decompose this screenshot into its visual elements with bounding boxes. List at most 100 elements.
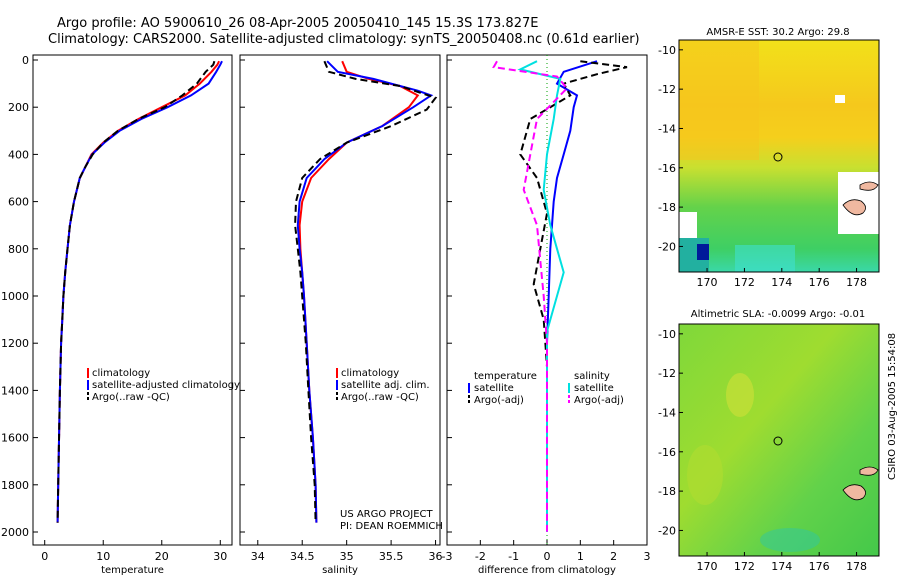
x-tick-label: -1: [508, 550, 519, 563]
map-y-tick-label: -14: [658, 122, 676, 135]
map-x-tick-label: 178: [846, 276, 867, 289]
y-tick-label: 0: [22, 54, 29, 67]
sla-high-patch: [726, 373, 754, 417]
y-tick-label: 1000: [1, 290, 29, 303]
sst-map-frame: [678, 39, 880, 273]
series-line-2: [56, 60, 216, 523]
series-line-1: [296, 60, 434, 523]
y-tick-label: 600: [8, 196, 29, 209]
sst-island-vanua-levu: [859, 181, 879, 191]
map-y-tick-label: -16: [658, 162, 676, 175]
sst-map-panel: AMSR-E SST: 30.2 Argo: 29.8 170 172 174 176…: [658, 27, 880, 289]
sla-high-patch-2: [687, 445, 723, 505]
map-x-tick-label: 170: [697, 276, 718, 289]
x-tick-label: 0: [41, 550, 48, 563]
legend-entry: satellite: [474, 383, 514, 394]
legend-entry: climatology: [341, 368, 399, 379]
map-x-tick-label: 174: [771, 560, 792, 573]
map-y-tick-label: -14: [658, 406, 676, 419]
y-tick-label: 1200: [1, 337, 29, 350]
map-x-tick-label: 172: [734, 560, 755, 573]
sla-map-title: Altimetric SLA: -0.0099 Argo: -0.01: [691, 309, 866, 320]
map-x-tick-label: 172: [734, 276, 755, 289]
difference-panel: -3 -2 -1 0 1 2 3 difference from climatology tem…: [442, 54, 651, 576]
map-y-tick-label: -18: [658, 485, 676, 498]
sst-mask-west: [679, 212, 697, 238]
sst-cool-patch: [735, 245, 795, 272]
map-y-tick-label: -10: [658, 328, 676, 341]
legend-entry: Argo(..raw -QC): [341, 392, 419, 403]
map-y-tick-label: -10: [658, 44, 676, 57]
legend-entry: salinity: [574, 371, 610, 382]
figure-title-line1: Argo profile: AO 5900610_26 08-Apr-2005 …: [57, 16, 538, 31]
salinity-panel: 34 34.5 35 35.5 36 salinity climatologysatelli…: [239, 54, 443, 576]
legend-entry: satellite-adjusted climatology: [92, 380, 240, 391]
series-line-1: [56, 60, 223, 523]
panel-frame-0: [32, 54, 233, 546]
map-y-tick-label: -12: [658, 83, 676, 96]
map-y-tick-label: -16: [658, 446, 676, 459]
legend-entry: Argo(-adj): [474, 395, 524, 406]
sst-warm-patch: [679, 40, 759, 160]
x-tick-label: 0: [544, 550, 551, 563]
sst-map-title: AMSR-E SST: 30.2 Argo: 29.8: [706, 27, 849, 38]
sst-map-axes: 170 172 174 176 178 -10 -12 -14 -16 -18 -20: [658, 44, 867, 289]
x-tick-label: 36: [429, 550, 443, 563]
series-line-1: [519, 60, 628, 532]
sla-island-viti-levu: [842, 484, 866, 501]
legend-entry: Argo(..raw -QC): [92, 392, 170, 403]
x-tick-label: 34.5: [290, 550, 315, 563]
sst-mask-small: [835, 95, 845, 103]
y-tick-label: 400: [8, 148, 29, 161]
panel-frame-1: [239, 54, 441, 546]
y-tick-label: 2000: [1, 526, 29, 539]
series-line-2: [517, 60, 565, 532]
map-x-tick-label: 170: [697, 560, 718, 573]
sst-island-viti-levu: [842, 199, 866, 216]
x-tick-label: 10: [96, 550, 110, 563]
panel-annotation: US ARGO PROJECT: [340, 509, 434, 520]
sla-map-frame: [678, 323, 880, 557]
map-y-tick-label: -20: [658, 524, 676, 537]
legend-entry: temperature: [474, 371, 537, 382]
x-axis-label: temperature: [101, 565, 164, 576]
x-tick-label: 34: [251, 550, 265, 563]
y-tick-label: 1400: [1, 384, 29, 397]
y-tick-label: 800: [8, 243, 29, 256]
sla-map-panel: Altimetric SLA: -0.0099 Argo: -0.01 170 1…: [658, 309, 880, 573]
sla-low-patch: [760, 528, 820, 552]
x-tick-label: 3: [644, 550, 651, 563]
map-x-tick-label: 174: [771, 276, 792, 289]
temperature-panel: 0 10 20 30 0 200 400 600 800 1000 1200 1400 1600 1800…: [1, 54, 240, 576]
map-x-tick-label: 176: [809, 560, 830, 573]
sst-argo-marker: [773, 152, 783, 162]
legend-entry: Argo(-adj): [574, 395, 624, 406]
timestamp-label: CSIRO 03-Aug-2005 15:54:08: [887, 333, 898, 480]
y-tick-label: 1800: [1, 479, 29, 492]
map-y-tick-label: -18: [658, 201, 676, 214]
sla-island-vanua-levu: [859, 466, 879, 476]
x-tick-label: -2: [475, 550, 486, 563]
series-line-0: [56, 60, 220, 523]
figure-title-line2: Climatology: CARS2000. Satellite-adjuste…: [48, 32, 640, 47]
map-x-tick-label: 176: [809, 276, 830, 289]
y-tick-label: 200: [8, 101, 29, 114]
legend-entry: satellite: [574, 383, 614, 394]
series-line-0: [298, 60, 420, 523]
sla-map-axes: 170 172 174 176 178 -10 -12 -14 -16 -18 -20: [658, 328, 867, 573]
x-tick-label: 35: [340, 550, 354, 563]
x-tick-label: 30: [213, 550, 227, 563]
x-tick-label: 1: [577, 550, 584, 563]
sst-dark-cell: [697, 244, 709, 260]
map-x-tick-label: 178: [846, 560, 867, 573]
x-axis-label: difference from climatology: [478, 565, 616, 576]
series-line-0: [546, 60, 598, 532]
x-tick-label: -3: [442, 550, 453, 563]
map-y-tick-label: -12: [658, 367, 676, 380]
x-tick-label: 2: [610, 550, 617, 563]
series-line-2: [294, 60, 438, 523]
map-y-tick-label: -20: [658, 240, 676, 253]
y-tick-label: 1600: [1, 432, 29, 445]
series-line-3: [492, 60, 569, 532]
legend-entry: satellite adj. clim.: [341, 380, 430, 391]
